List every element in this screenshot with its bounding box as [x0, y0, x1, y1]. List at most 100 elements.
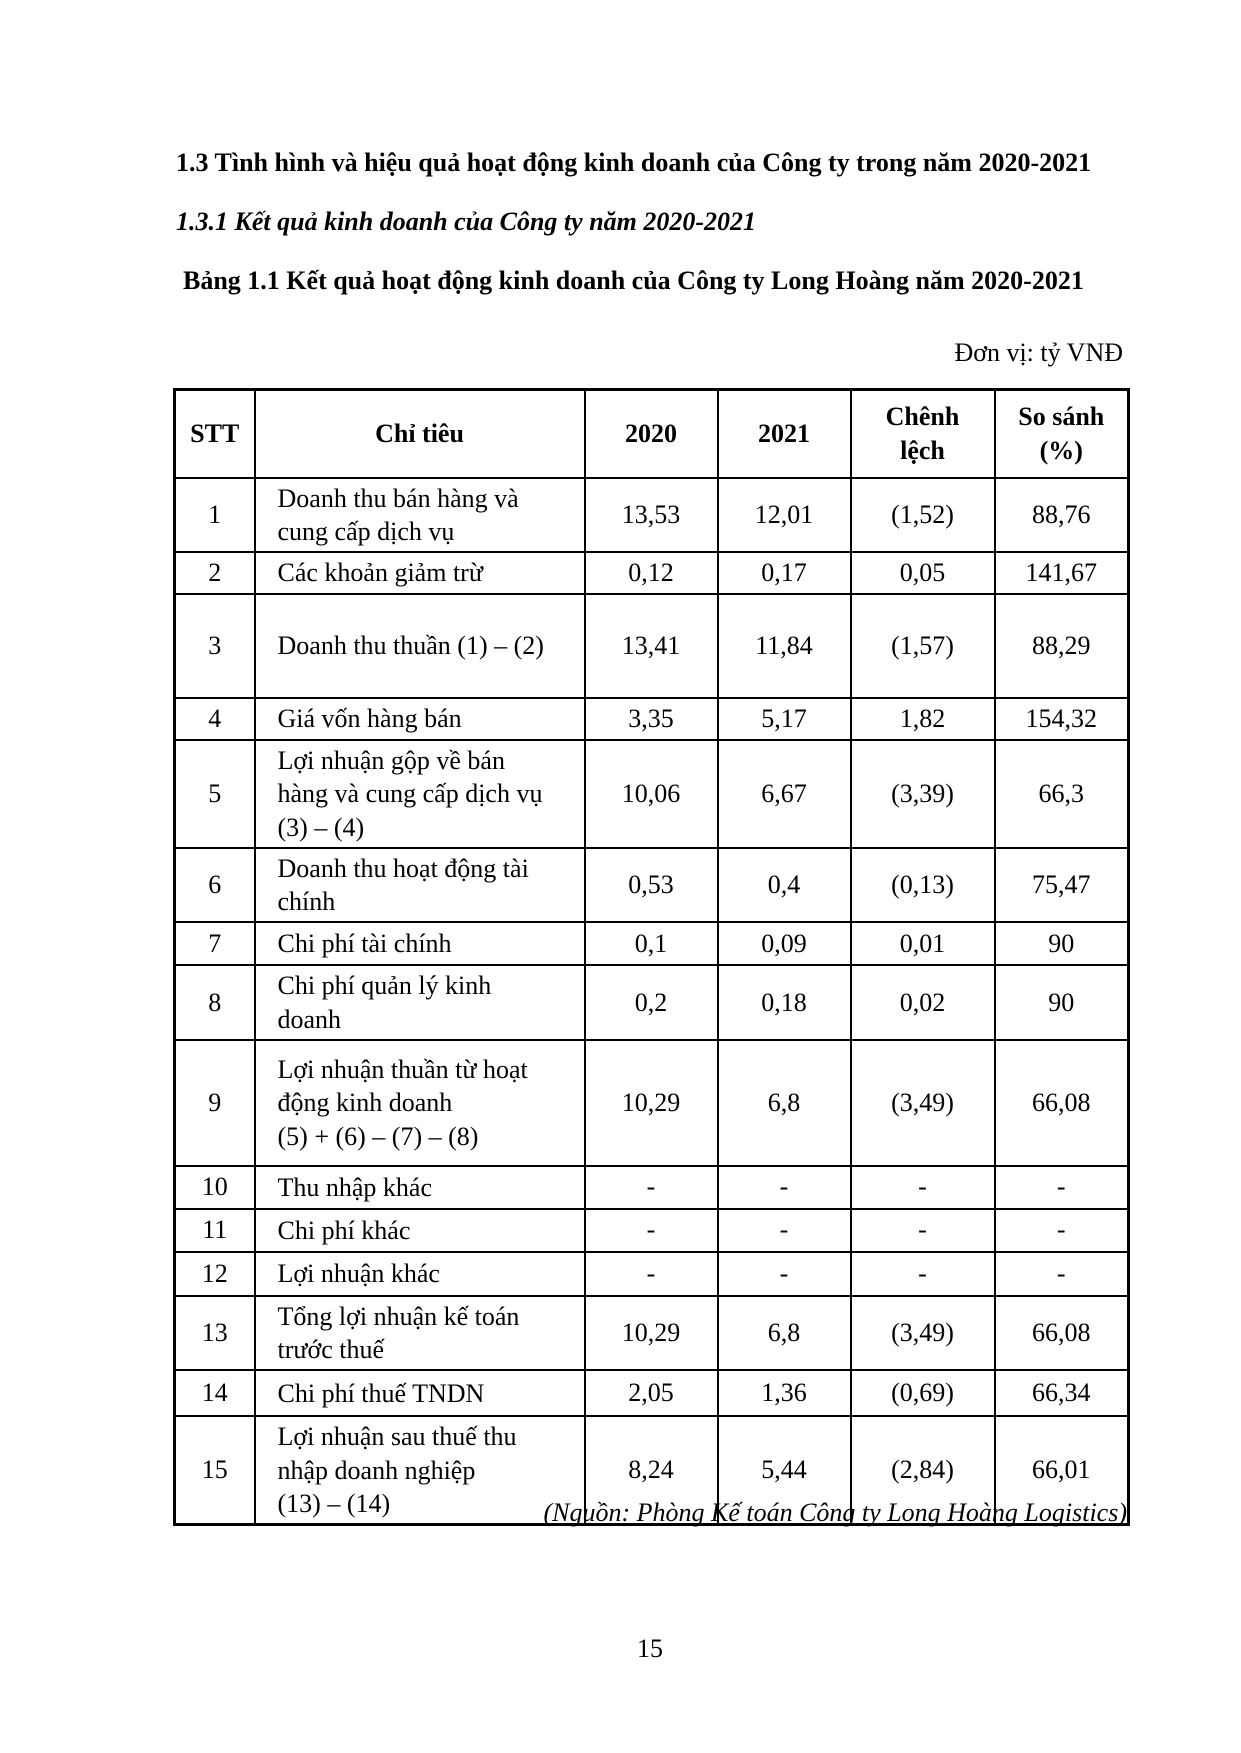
- page-number: 15: [637, 1634, 663, 1663]
- cell-2021: -: [716, 1164, 852, 1210]
- cell-2020: 10,29: [583, 1038, 719, 1167]
- table-row: 7 Chi phí tài chính 0,1 0,09 0,01 90: [173, 921, 1130, 967]
- cell-2020: 13,41: [583, 593, 719, 700]
- cell-2021: -: [716, 1250, 852, 1297]
- table-row: 13 Tổng lợi nhuận kế toán trước thuế 10,…: [173, 1294, 1130, 1372]
- cell-chenh-lech: (2,84): [849, 1415, 996, 1526]
- cell-stt: 6: [173, 846, 256, 924]
- cell-2020: -: [583, 1164, 719, 1210]
- column-header-stt: STT: [173, 388, 256, 479]
- cell-2021: 5,17: [716, 697, 852, 742]
- cell-stt: 12: [173, 1250, 256, 1297]
- cell-so-sanh: 141,67: [993, 551, 1130, 596]
- table-row: 11 Chi phí khác - - - -: [173, 1207, 1130, 1253]
- cell-so-sanh: 75,47: [993, 846, 1130, 924]
- cell-so-sanh: 88,76: [993, 476, 1130, 554]
- subsection-heading: 1.3.1 Kết quả kinh doanh của Công ty năm…: [176, 207, 757, 236]
- cell-2020: 10,29: [583, 1294, 719, 1372]
- cell-label: Chi phí thuế TNDN: [253, 1369, 586, 1418]
- cell-label: Tổng lợi nhuận kế toán trước thuế: [253, 1294, 586, 1372]
- table-row: 2 Các khoản giảm trừ 0,12 0,17 0,05 141,…: [173, 551, 1130, 596]
- cell-stt: 9: [173, 1038, 256, 1167]
- table-row: 4 Giá vốn hàng bán 3,35 5,17 1,82 154,32: [173, 697, 1130, 742]
- cell-2021: 1,36: [716, 1369, 852, 1418]
- cell-2021: 6,8: [716, 1294, 852, 1372]
- table-row: 15 Lợi nhuận sau thuế thu nhập doanh ngh…: [173, 1415, 1130, 1526]
- cell-2020: 8,24: [583, 1415, 719, 1526]
- table-row: 3 Doanh thu thuần (1) – (2) 13,41 11,84 …: [173, 593, 1130, 700]
- cell-so-sanh: -: [993, 1164, 1130, 1210]
- table-caption: Bảng 1.1 Kết quả hoạt động kinh doanh củ…: [183, 266, 1084, 295]
- cell-2020: -: [583, 1207, 719, 1253]
- business-results-table: STT Chỉ tiêu 2020 2021 Chênh lệch So sán…: [173, 388, 1130, 1527]
- cell-chenh-lech: (1,52): [849, 476, 996, 554]
- cell-2021: 0,4: [716, 846, 852, 924]
- cell-2020: 13,53: [583, 476, 719, 554]
- cell-stt: 3: [173, 593, 256, 700]
- cell-chenh-lech: 0,02: [849, 964, 996, 1041]
- cell-so-sanh: 66,3: [993, 739, 1130, 849]
- cell-so-sanh: 154,32: [993, 697, 1130, 742]
- cell-label: Doanh thu hoạt động tài chính: [253, 846, 586, 924]
- cell-chenh-lech: 0,05: [849, 551, 996, 596]
- cell-stt: 5: [173, 739, 256, 849]
- column-header-chi-tieu: Chỉ tiêu: [253, 388, 586, 479]
- cell-2021: 11,84: [716, 593, 852, 700]
- cell-stt: 1: [173, 476, 256, 554]
- cell-label: Lợi nhuận khác: [253, 1250, 586, 1297]
- cell-chenh-lech: 1,82: [849, 697, 996, 742]
- cell-2020: 0,2: [583, 964, 719, 1041]
- column-header-2021: 2021: [716, 388, 852, 479]
- column-header-chenh-lech: Chênh lệch: [849, 388, 996, 479]
- cell-so-sanh: 66,34: [993, 1369, 1130, 1418]
- table-header-row: STT Chỉ tiêu 2020 2021 Chênh lệch So sán…: [173, 388, 1130, 479]
- cell-label: Thu nhập khác: [253, 1164, 586, 1210]
- cell-2021: 0,09: [716, 921, 852, 967]
- cell-2021: -: [716, 1207, 852, 1253]
- cell-stt: 15: [173, 1415, 256, 1526]
- cell-label: Doanh thu thuần (1) – (2): [253, 593, 586, 700]
- section-heading: 1.3 Tình hình và hiệu quả hoạt động kinh…: [176, 148, 1092, 177]
- cell-stt: 7: [173, 921, 256, 967]
- cell-chenh-lech: (1,57): [849, 593, 996, 700]
- cell-stt: 10: [173, 1164, 256, 1210]
- cell-so-sanh: 66,08: [993, 1294, 1130, 1372]
- cell-2020: 0,12: [583, 551, 719, 596]
- cell-2021: 6,67: [716, 739, 852, 849]
- table-row: 1 Doanh thu bán hàng và cung cấp dịch vụ…: [173, 476, 1130, 554]
- cell-chenh-lech: (3,49): [849, 1294, 996, 1372]
- column-header-2020: 2020: [583, 388, 719, 479]
- cell-label: Lợi nhuận gộp về bán hàng và cung cấp dị…: [253, 739, 586, 849]
- cell-chenh-lech: -: [849, 1207, 996, 1253]
- cell-so-sanh: 90: [993, 964, 1130, 1041]
- cell-stt: 4: [173, 697, 256, 742]
- cell-so-sanh: 66,01: [993, 1415, 1130, 1526]
- source-note: (Nguồn: Phòng Kế toán Công ty Long Hoàng…: [543, 1498, 1127, 1527]
- cell-label: Chi phí tài chính: [253, 921, 586, 967]
- cell-chenh-lech: 0,01: [849, 921, 996, 967]
- cell-2020: 0,1: [583, 921, 719, 967]
- cell-stt: 14: [173, 1369, 256, 1418]
- cell-so-sanh: 88,29: [993, 593, 1130, 700]
- cell-2021: 12,01: [716, 476, 852, 554]
- cell-so-sanh: -: [993, 1250, 1130, 1297]
- table-row: 5 Lợi nhuận gộp về bán hàng và cung cấp …: [173, 739, 1130, 849]
- cell-chenh-lech: (3,39): [849, 739, 996, 849]
- table-row: 14 Chi phí thuế TNDN 2,05 1,36 (0,69) 66…: [173, 1369, 1130, 1418]
- cell-2021: 5,44: [716, 1415, 852, 1526]
- table-row: 9 Lợi nhuận thuần từ hoạt động kinh doan…: [173, 1038, 1130, 1167]
- cell-so-sanh: 66,08: [993, 1038, 1130, 1167]
- cell-so-sanh: -: [993, 1207, 1130, 1253]
- table-row: 8 Chi phí quản lý kinh doanh 0,2 0,18 0,…: [173, 964, 1130, 1041]
- cell-label: Chi phí quản lý kinh doanh: [253, 964, 586, 1041]
- cell-stt: 11: [173, 1207, 256, 1253]
- cell-so-sanh: 90: [993, 921, 1130, 967]
- cell-2020: -: [583, 1250, 719, 1297]
- cell-label: Giá vốn hàng bán: [253, 697, 586, 742]
- cell-chenh-lech: -: [849, 1250, 996, 1297]
- cell-label: Doanh thu bán hàng và cung cấp dịch vụ: [253, 476, 586, 554]
- cell-chenh-lech: -: [849, 1164, 996, 1210]
- table-row: 12 Lợi nhuận khác - - - -: [173, 1250, 1130, 1297]
- unit-note: Đơn vị: tỷ VNĐ: [954, 338, 1123, 367]
